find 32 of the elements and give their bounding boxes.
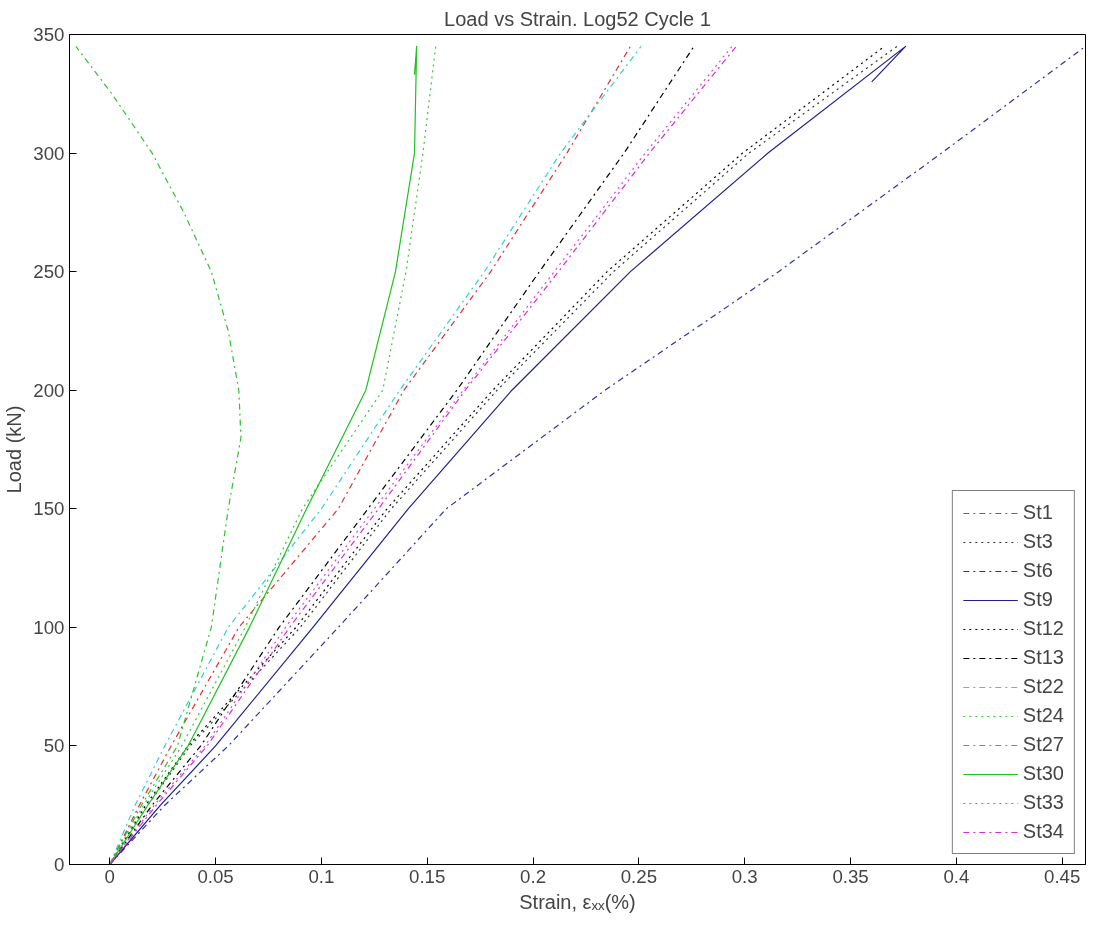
y-tick-label: 300 [33,142,65,164]
legend-label: St24 [1022,704,1064,727]
x-tick-label: 0.3 [731,865,758,887]
legend-label: St12 [1022,617,1064,640]
legend-label: St27 [1022,733,1064,756]
y-tick-label: 50 [43,735,65,757]
x-tick-label: 0.35 [832,865,869,887]
x-tick-label: 0.1 [308,865,335,887]
x-tick-label: 0.25 [620,865,658,887]
y-tick-label: 150 [33,498,65,520]
legend-label: St22 [1022,675,1064,698]
x-tick-label: 0.4 [943,865,970,887]
y-tick-label: 350 [33,24,65,45]
chart-title: Load vs Strain. Log52 Cycle 1 [444,7,711,30]
legend-label: St33 [1022,791,1064,814]
x-tick-label: 0.05 [197,865,234,887]
legend-label: St6 [1022,559,1053,582]
y-tick-label: 200 [33,379,65,401]
y-axis-title: Load (kN) [3,405,26,494]
legend-label: St30 [1022,762,1064,785]
y-tick-label: 250 [33,261,65,283]
legend-label: St1 [1022,501,1053,524]
legend-label: St13 [1022,646,1064,669]
y-tick-label: 100 [33,616,65,638]
legend-label: St9 [1022,588,1053,611]
x-tick-label: 0.15 [409,865,446,887]
legend-label: St34 [1022,820,1064,843]
x-tick-label: 0.45 [1044,865,1081,887]
x-tick-label: 0.2 [520,865,547,887]
legend-label: St3 [1022,530,1053,553]
x-axis-title: Strain, εₓₓ(%) [519,890,636,913]
x-tick-label: 0 [104,865,115,887]
